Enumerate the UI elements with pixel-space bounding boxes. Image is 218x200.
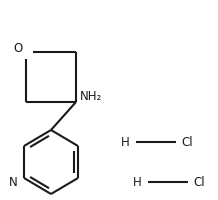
Text: NH₂: NH₂ (80, 90, 102, 104)
Text: N: N (9, 176, 17, 190)
Text: Cl: Cl (193, 176, 205, 188)
Text: H: H (121, 136, 130, 148)
Text: O: O (13, 42, 23, 54)
Text: H: H (133, 176, 142, 188)
Text: Cl: Cl (181, 136, 193, 148)
